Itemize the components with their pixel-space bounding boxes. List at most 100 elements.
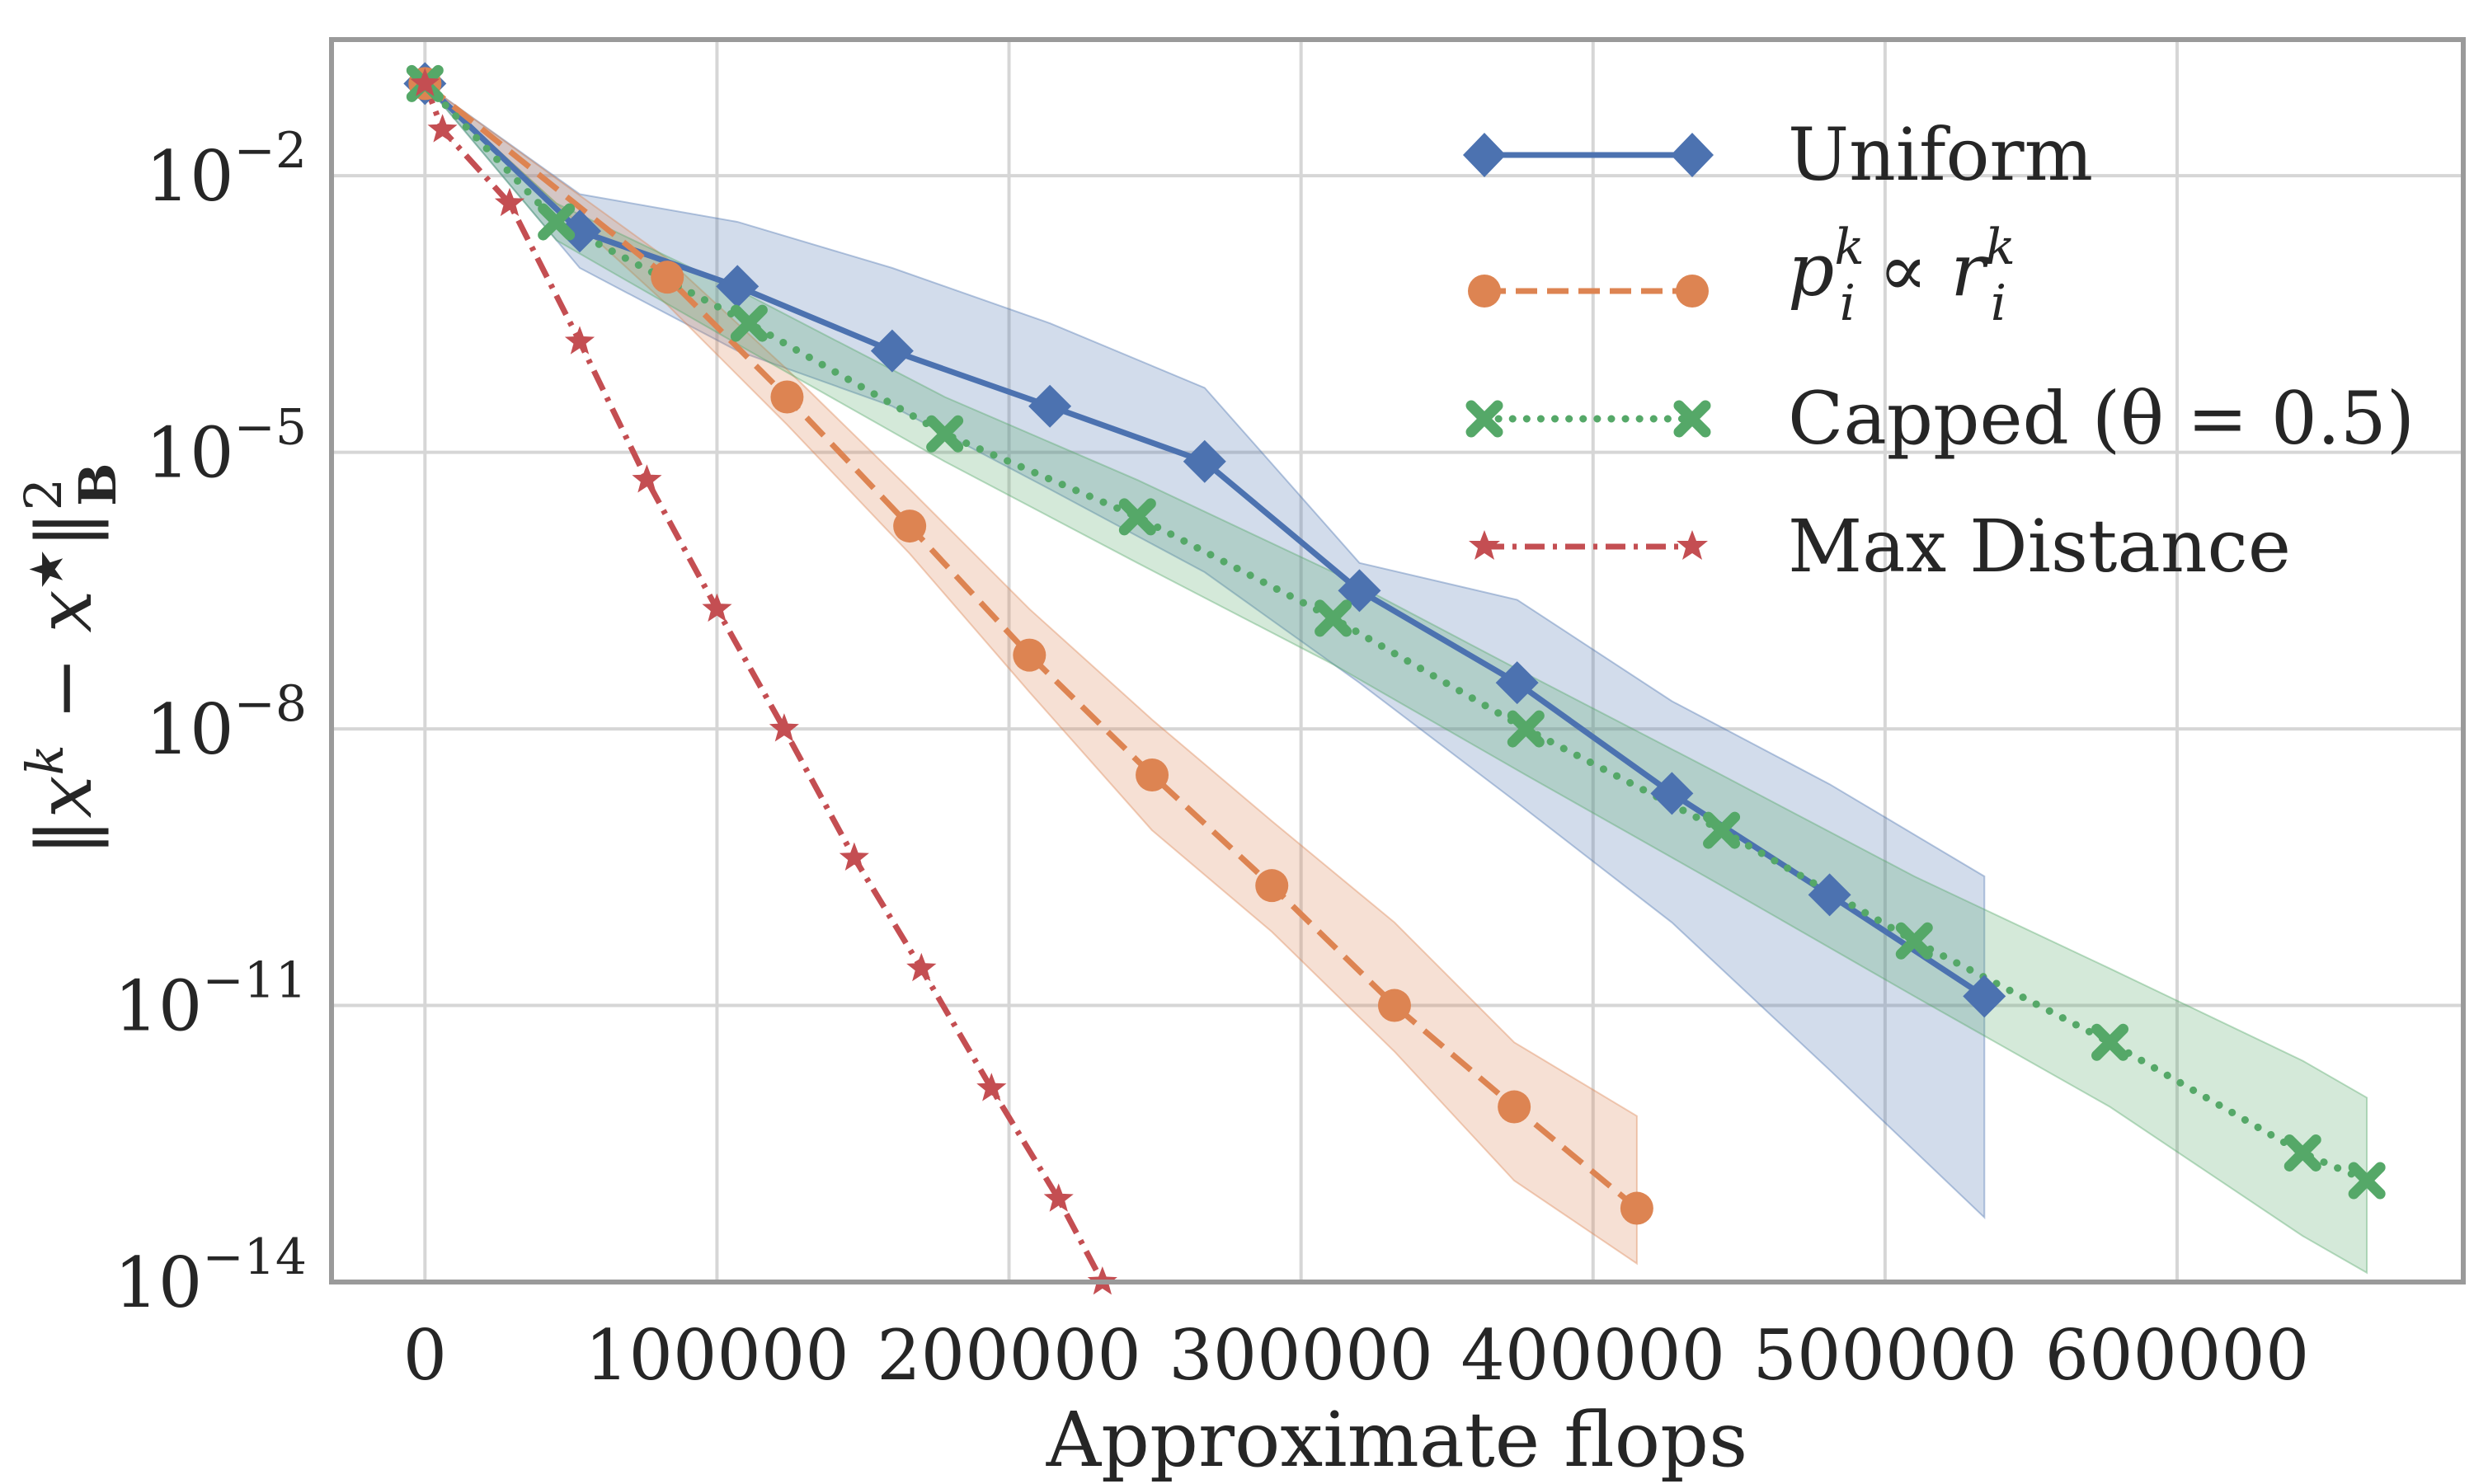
marker-capped-0-5 [926, 415, 964, 453]
plot-area [329, 37, 2466, 1295]
plot-background [332, 40, 2463, 1282]
y-tick-label: 10−8 [146, 675, 307, 770]
marker-max-distance [494, 187, 525, 217]
marker-uniform [557, 209, 601, 253]
marker-max-distance [906, 952, 937, 982]
x-tick-label: 500000 [1753, 1315, 2018, 1396]
marker-p-i-k-r-i-k [1377, 989, 1411, 1022]
line-max-distance [422, 82, 1105, 1284]
x-tick-label: 300000 [1169, 1315, 1433, 1396]
legend-marker-residual-right [1676, 275, 1709, 308]
y-tick-base: 10 [114, 966, 202, 1047]
marker-max-distance [427, 114, 458, 143]
marker-capped-0-5 [2284, 1134, 2321, 1172]
legend-p-sup-k: k [1834, 218, 1864, 276]
marker-max-distance [410, 68, 440, 96]
marker-uniform [1808, 873, 1851, 917]
y-label-x: x [21, 776, 109, 819]
legend-entry-max-distance: Max Distance [1469, 504, 2291, 589]
marker-capped-0-5 [1703, 811, 1741, 849]
y-label-sup: 2 [13, 478, 73, 510]
marker-uniform [1963, 974, 2006, 1018]
legend-label-residual: pk i ∝ rk i [1788, 218, 2015, 332]
x-tick-label: 600000 [2045, 1315, 2310, 1396]
y-tick-base: 10 [146, 136, 234, 217]
legend-p-sub-i: i [1840, 275, 1856, 332]
legend-r-sup-k: k [1985, 218, 2015, 276]
legend: Uniform pk i ∝ rk i Capped (θ = 0.5) Max D… [1463, 112, 2415, 589]
marker-max-distance [564, 326, 595, 355]
y-label-norm-close: ‖ [21, 510, 109, 548]
y-label-minus: − [21, 632, 109, 744]
legend-marker-max-distance-left [1469, 530, 1500, 560]
marker-capped-0-5 [2091, 1023, 2129, 1061]
marker-uniform [716, 265, 760, 308]
x-axis-ticks: 0 100000 200000 300000 400000 500000 600000 [403, 1315, 2310, 1396]
marker-p-i-k-r-i-k [1136, 758, 1169, 791]
y-label-star: ★ [21, 548, 74, 589]
line-capped-0-5 [421, 79, 2371, 1185]
legend-marker-residual-left [1468, 275, 1501, 308]
y-tick-label: 10−11 [114, 952, 307, 1047]
y-tick-label: 10−14 [114, 1228, 307, 1323]
marker-p-i-k-r-i-k [1498, 1090, 1531, 1124]
marker-max-distance [702, 593, 732, 622]
legend-entry-residual: pk i ∝ rk i [1468, 218, 2015, 332]
x-tick-label: 200000 [877, 1315, 1141, 1396]
legend-entry-capped: Capped (θ = 0.5) [1465, 376, 2415, 461]
confidence-bands [424, 82, 2368, 1275]
band-uniform [424, 82, 1986, 1220]
marker-uniform [1183, 439, 1226, 483]
marker-capped-0-5 [730, 304, 768, 342]
y-tick-exponent: −14 [202, 1228, 307, 1286]
marker-p-i-k-r-i-k [1255, 869, 1289, 903]
x-tick-label: 100000 [585, 1315, 849, 1396]
legend-marker-uniform-left [1463, 133, 1506, 177]
line-p-i-k-r-i-k [423, 81, 1639, 1211]
y-tick-exponent: −2 [234, 122, 307, 180]
legend-marker-capped-right [1673, 400, 1711, 438]
y-tick-base: 10 [146, 689, 234, 770]
legend-entry-uniform: Uniform [1463, 112, 2093, 197]
marker-capped-0-5 [1507, 710, 1545, 748]
legend-r: r [1950, 228, 1989, 312]
x-tick-label: 400000 [1460, 1315, 1725, 1396]
y-tick-label: 10−2 [146, 122, 307, 217]
marker-capped-0-5 [538, 203, 576, 241]
marker-max-distance [976, 1073, 1007, 1101]
series-markers [403, 62, 2386, 1295]
y-tick-base: 10 [114, 1242, 202, 1323]
legend-propto: ∝ [1856, 228, 1951, 312]
marker-max-distance [1043, 1183, 1074, 1212]
marker-uniform [870, 329, 914, 373]
y-label-x-star: x [21, 590, 109, 633]
marker-capped-0-5 [1895, 922, 1933, 960]
marker-p-i-k-r-i-k [893, 510, 927, 543]
plot-frame [329, 37, 2466, 1284]
y-tick-exponent: −11 [202, 952, 307, 1010]
legend-label-capped: Capped (θ = 0.5) [1788, 376, 2415, 461]
marker-p-i-k-r-i-k [1620, 1191, 1653, 1225]
marker-uniform [1028, 384, 1072, 428]
y-label-sub: B [68, 463, 128, 506]
y-tick-base: 10 [146, 413, 234, 494]
marker-uniform [1495, 661, 1539, 705]
marker-capped-0-5 [1315, 599, 1352, 637]
marker-capped-0-5 [1118, 498, 1156, 536]
legend-r-sub-i: i [1991, 275, 2006, 332]
legend-marker-capped-left [1465, 400, 1503, 438]
marker-p-i-k-r-i-k [1013, 638, 1047, 672]
x-tick-label: 0 [403, 1315, 447, 1396]
legend-label-uniform: Uniform [1788, 112, 2093, 197]
marker-max-distance [839, 842, 869, 871]
y-tick-exponent: −8 [234, 675, 307, 733]
marker-max-distance [632, 464, 662, 493]
y-label-norm-open: ‖ [21, 819, 109, 857]
marker-p-i-k-r-i-k [651, 261, 684, 294]
marker-capped-0-5 [2348, 1162, 2386, 1200]
legend-p: p [1788, 228, 1834, 312]
marker-uniform [1650, 772, 1694, 815]
legend-label-max-distance: Max Distance [1788, 504, 2291, 589]
